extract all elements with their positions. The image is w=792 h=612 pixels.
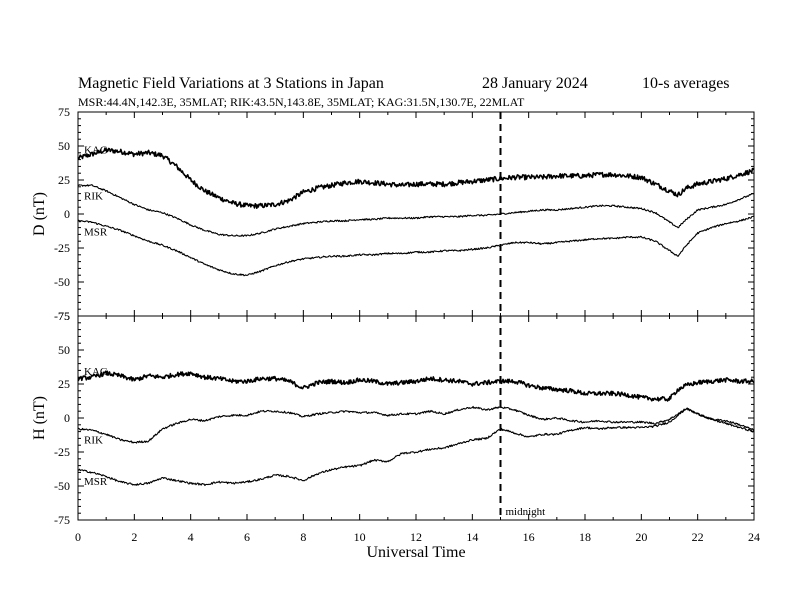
station-coordinates-subtitle: MSR:44.4N,142.3E, 35MLAT; RIK:43.5N,143.… [78, 95, 525, 109]
series-rik-line [77, 405, 755, 444]
x-tick-label: 14 [466, 530, 478, 544]
series-label-rik: RIK [84, 190, 103, 202]
y-tick-label: -50 [54, 479, 70, 493]
midnight-label: midnight [506, 506, 546, 518]
y-tick-label: 75 [58, 309, 70, 323]
y-tick-label: 0 [64, 207, 70, 221]
chart-title: Magnetic Field Variations at 3 Stations … [78, 75, 384, 92]
series-kag-line [77, 147, 755, 209]
series-msr-line [77, 407, 755, 487]
x-tick-label: 4 [188, 530, 194, 544]
panel-frame-1 [77, 111, 755, 317]
x-tick-label: 20 [635, 530, 647, 544]
x-tick-label: 16 [523, 530, 535, 544]
y-axis-title: D (nT) [31, 192, 48, 236]
y-tick-label: -50 [54, 275, 70, 289]
series-label-kag: KAG [84, 145, 108, 157]
y-tick-label: 50 [58, 343, 70, 357]
series-kag-line [77, 370, 755, 402]
x-tick-label: 2 [131, 530, 137, 544]
series-msr-line [77, 215, 755, 277]
x-tick-label: 24 [748, 530, 760, 544]
chart-date: 28 January 2024 [482, 75, 588, 92]
y-tick-label: 0 [64, 411, 70, 425]
x-tick-label: 0 [75, 530, 81, 544]
x-tick-label: 10 [354, 530, 366, 544]
series-rik-line [77, 184, 755, 237]
x-tick-label: 12 [410, 530, 422, 544]
y-tick-label: 50 [58, 139, 70, 153]
y-tick-label: -25 [54, 445, 70, 459]
x-tick-label: 18 [579, 530, 591, 544]
x-tick-label: 6 [244, 530, 250, 544]
series-label-kag: KAG [84, 366, 108, 378]
plot-area: 75 50 25 0 -25 -50 -75 D (nT) KAG RIK MSR 75 50 25 0 -2… [31, 105, 760, 544]
x-axis-title: Universal Time [366, 544, 465, 561]
series-label-msr: MSR [84, 226, 108, 238]
averaging-label: 10-s averages [642, 75, 730, 92]
y-tick-label: 75 [58, 105, 70, 119]
y-tick-label: -75 [54, 513, 70, 527]
y-tick-label: 25 [58, 377, 70, 391]
x-tick-label: 22 [692, 530, 704, 544]
y-axis-title: H (nT) [31, 396, 48, 440]
panel-frame-2 [77, 315, 755, 521]
y-tick-label: -75 [54, 309, 70, 323]
y-tick-label: -25 [54, 241, 70, 255]
y-tick-label: 25 [58, 173, 70, 187]
series-label-rik: RIK [84, 434, 103, 446]
x-tick-label: 8 [300, 530, 306, 544]
series-label-msr: MSR [84, 476, 108, 488]
